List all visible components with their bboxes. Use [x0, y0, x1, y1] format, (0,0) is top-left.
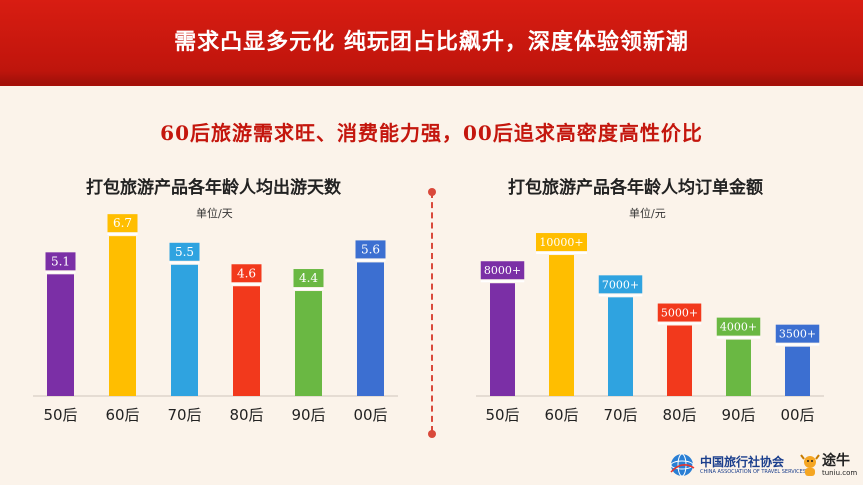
- right-chart-unit: 单位/元: [629, 207, 666, 220]
- center-divider: [431, 192, 433, 432]
- left-chart-unit: 单位/天: [196, 207, 233, 220]
- banner-title: 需求凸显多元化 纯玩团占比飙升，深度体验领新潮: [174, 30, 689, 55]
- value-label-box: [775, 324, 820, 343]
- category-label: 90后: [721, 406, 755, 424]
- value-label-box: [169, 242, 200, 261]
- value-label: 5000+: [661, 307, 698, 320]
- category-label: 80后: [662, 406, 696, 424]
- value-label: 6.7: [113, 216, 132, 230]
- value-label-box: [657, 303, 702, 322]
- value-label: 7000+: [602, 278, 639, 291]
- value-label-box: [536, 233, 587, 252]
- value-label-box: [45, 252, 76, 271]
- tuniu-domain: tuniu.com: [822, 468, 858, 477]
- category-label: 00后: [353, 406, 387, 424]
- category-label: 60后: [105, 406, 139, 424]
- value-label: 3500+: [779, 328, 816, 341]
- divider-top-dot: [428, 188, 436, 196]
- cata-logo: 中国旅行社协会 CHINA ASSOCIATION OF TRAVEL SERV…: [668, 452, 806, 478]
- bar-50后: [490, 283, 515, 396]
- page-subtitle: 60后旅游需求旺、消费能力强，00后追求高密度高性价比: [160, 121, 703, 145]
- bar-00后: [785, 346, 810, 396]
- value-label: 5.6: [361, 242, 380, 256]
- tuniu-logo: 途牛 tuniu.com: [800, 452, 857, 478]
- left-chart-title: 打包旅游产品各年龄人均出游天数: [86, 178, 341, 198]
- category-label: 80后: [229, 406, 263, 424]
- header-banner: 需求凸显多元化 纯玩团占比飙升，深度体验领新潮: [0, 0, 863, 86]
- value-label-box: [716, 317, 761, 336]
- bar-60后: [549, 255, 574, 396]
- bar-80后: [667, 325, 692, 396]
- value-label: 10000+: [539, 236, 583, 249]
- bar-90后: [726, 339, 751, 396]
- value-label: 5.1: [51, 254, 70, 268]
- bar-60后: [109, 236, 136, 396]
- category-label: 60后: [544, 406, 578, 424]
- cata-english: CHINA ASSOCIATION OF TRAVEL SERVICES: [700, 468, 807, 475]
- category-label: 90后: [291, 406, 325, 424]
- value-label-box: [480, 261, 525, 280]
- bar-80后: [233, 286, 260, 396]
- bar-00后: [357, 262, 384, 396]
- globe-icon: [670, 453, 695, 477]
- value-label-box: [293, 269, 324, 288]
- right-chart-title: 打包旅游产品各年龄人均订单金额: [508, 178, 763, 198]
- category-label: 70后: [603, 406, 637, 424]
- bar-70后: [171, 264, 198, 396]
- bar-90后: [295, 291, 322, 396]
- value-label-box: [107, 214, 138, 233]
- category-label: 50后: [43, 406, 77, 424]
- bar-70后: [608, 297, 633, 396]
- category-label: 00后: [780, 406, 814, 424]
- cata-name: 中国旅行社协会: [700, 454, 785, 469]
- category-label: 50后: [485, 406, 519, 424]
- value-label: 5.5: [175, 245, 194, 259]
- tuniu-name: 途牛: [822, 452, 850, 469]
- bar-50后: [47, 274, 74, 396]
- ox-mascot-icon: [800, 454, 820, 476]
- value-label: 8000+: [484, 264, 521, 277]
- value-label-box: [598, 275, 643, 294]
- value-label: 4000+: [720, 321, 757, 334]
- value-label-box: [231, 264, 262, 283]
- divider-bottom-dot: [428, 430, 436, 438]
- value-label: 4.6: [237, 266, 256, 280]
- value-label-box: [355, 240, 386, 259]
- value-label: 4.4: [299, 271, 318, 285]
- category-label: 70后: [167, 406, 201, 424]
